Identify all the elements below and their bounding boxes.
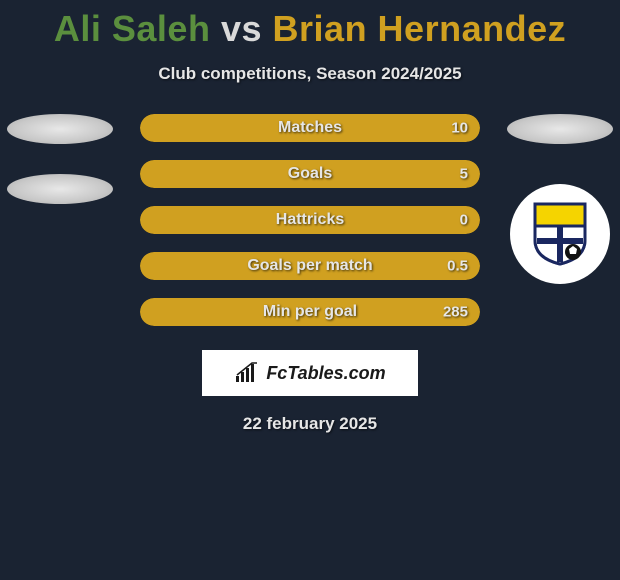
subtitle: Club competitions, Season 2024/2025 (0, 64, 620, 84)
stat-bar-label: Goals per match (247, 257, 372, 275)
stat-bar-value: 0 (460, 212, 468, 229)
brand-text: FcTables.com (266, 363, 385, 384)
stat-bar-value: 5 (460, 166, 468, 183)
player1-ellipse-placeholder (7, 114, 113, 144)
stat-bar-label: Min per goal (263, 303, 357, 321)
brand-box: FcTables.com (202, 350, 418, 396)
player2-ellipse-placeholder (507, 114, 613, 144)
stat-bar-value: 0.5 (447, 258, 468, 275)
stat-bar-row: Min per goal 285 (140, 298, 480, 326)
stat-bar-label: Hattricks (276, 211, 344, 229)
player2-badge-column (500, 114, 620, 284)
stat-bar-label: Goals (288, 165, 332, 183)
player2-name: Brian Hernandez (273, 8, 567, 49)
club-shield-icon (533, 202, 587, 266)
stat-bar-label: Matches (278, 119, 342, 137)
stat-bar-row: Matches 10 (140, 114, 480, 142)
stat-bar-row: Goals per match 0.5 (140, 252, 480, 280)
vs-text: vs (221, 8, 262, 49)
stat-bars: Matches 10 Goals 5 Hattricks 0 Goals per match… (140, 114, 480, 326)
stat-bar-value: 10 (451, 120, 468, 137)
stat-bar-row: Hattricks 0 (140, 206, 480, 234)
snapshot-date: 22 february 2025 (0, 414, 620, 434)
brand-chart-icon (234, 362, 260, 384)
content-area: Matches 10 Goals 5 Hattricks 0 Goals per match… (0, 114, 620, 434)
player1-badge-column (0, 114, 120, 204)
stat-bar-row: Goals 5 (140, 160, 480, 188)
stat-bar-value: 285 (443, 304, 468, 321)
comparison-title: Ali Saleh vs Brian Hernandez (0, 0, 620, 50)
player1-name: Ali Saleh (54, 8, 211, 49)
player2-club-badge (510, 184, 610, 284)
player1-club-ellipse-placeholder (7, 174, 113, 204)
